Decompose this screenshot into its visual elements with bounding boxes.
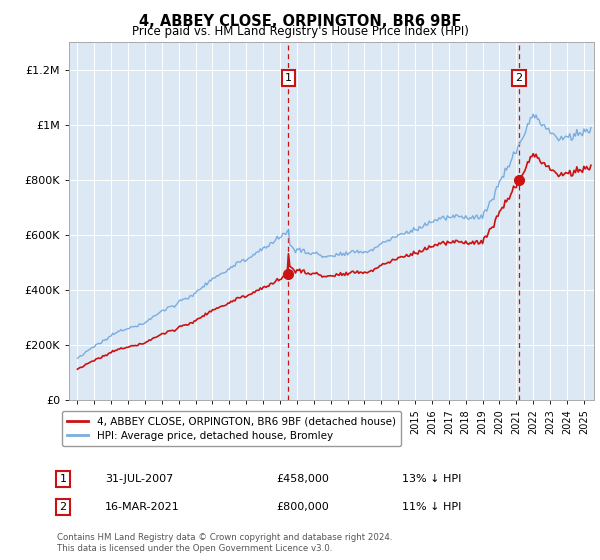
Text: Contains HM Land Registry data © Crown copyright and database right 2024.
This d: Contains HM Land Registry data © Crown c… bbox=[57, 533, 392, 553]
Text: 13% ↓ HPI: 13% ↓ HPI bbox=[402, 474, 461, 484]
Text: £458,000: £458,000 bbox=[276, 474, 329, 484]
Text: 11% ↓ HPI: 11% ↓ HPI bbox=[402, 502, 461, 512]
Text: Price paid vs. HM Land Registry's House Price Index (HPI): Price paid vs. HM Land Registry's House … bbox=[131, 25, 469, 38]
Text: 1: 1 bbox=[59, 474, 67, 484]
Text: 2: 2 bbox=[515, 73, 523, 83]
Text: 2: 2 bbox=[59, 502, 67, 512]
Text: 1: 1 bbox=[285, 73, 292, 83]
Text: 31-JUL-2007: 31-JUL-2007 bbox=[105, 474, 173, 484]
Text: £800,000: £800,000 bbox=[276, 502, 329, 512]
Text: 16-MAR-2021: 16-MAR-2021 bbox=[105, 502, 180, 512]
Text: 4, ABBEY CLOSE, ORPINGTON, BR6 9BF: 4, ABBEY CLOSE, ORPINGTON, BR6 9BF bbox=[139, 14, 461, 29]
Legend: 4, ABBEY CLOSE, ORPINGTON, BR6 9BF (detached house), HPI: Average price, detache: 4, ABBEY CLOSE, ORPINGTON, BR6 9BF (deta… bbox=[62, 411, 401, 446]
